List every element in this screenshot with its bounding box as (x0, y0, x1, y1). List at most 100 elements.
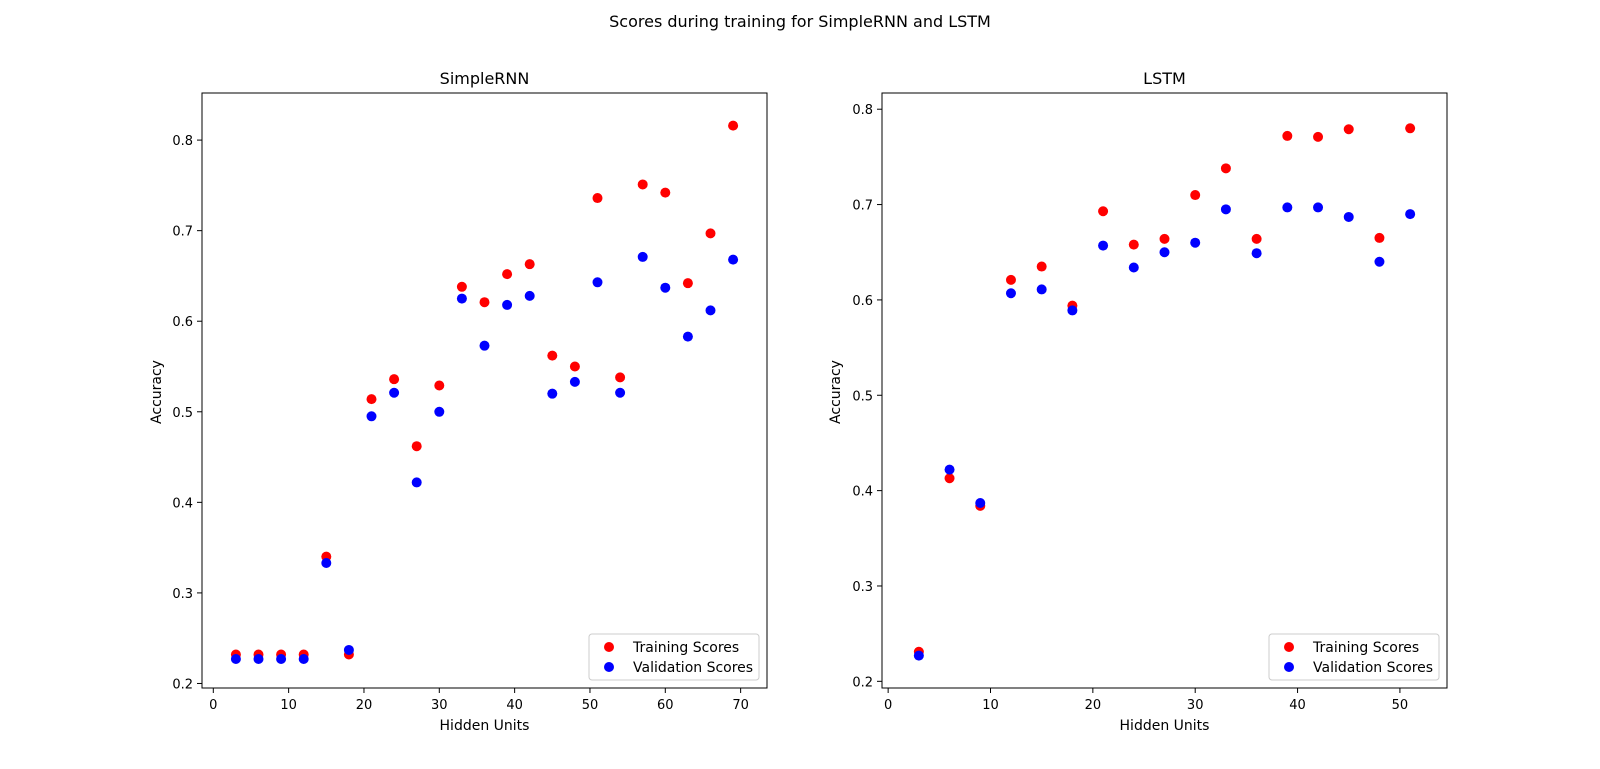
axis-ticks: 0 10 20 30 40 50 60 70 0.2 0.3 0.4 0.5 0.6 0.7 0.8 (172, 134, 749, 713)
x-axis-label: Hidden Units (1120, 718, 1210, 734)
training-score-point (660, 187, 671, 198)
validation-score-point (1036, 284, 1047, 295)
legend-label-training: Training Scores (632, 640, 739, 656)
x-tick-label: 30 (1187, 698, 1204, 713)
training-score-point (592, 193, 603, 204)
axis-ticks: 0 10 20 30 40 50 0.2 0.3 0.4 0.5 0.6 0.7 0.8 (852, 103, 1408, 713)
validation-score-point (592, 277, 603, 288)
y-tick-label: 0.8 (172, 134, 193, 149)
training-score-point (366, 394, 377, 405)
validation-score-point (1067, 305, 1078, 316)
training-score-point (1343, 124, 1354, 135)
training-score-point (1374, 232, 1385, 243)
training-score-point (705, 228, 716, 239)
validation-score-point (547, 388, 558, 399)
data-points (913, 123, 1416, 661)
training-score-point (389, 374, 400, 385)
panel-title: SimpleRNN (440, 69, 530, 88)
legend-marker-training (1284, 642, 1294, 652)
x-axis-label: Hidden Units (440, 718, 530, 734)
y-tick-label: 0.8 (852, 103, 873, 118)
validation-score-point (569, 376, 580, 387)
legend-box (1268, 633, 1440, 681)
validation-score-point (276, 654, 287, 665)
validation-score-point (456, 293, 467, 304)
x-tick-label: 40 (1289, 698, 1306, 713)
legend: Training Scores Validation Scores (1268, 633, 1440, 681)
validation-score-point (1282, 202, 1293, 213)
training-score-point (1405, 123, 1416, 134)
y-tick-label: 0.6 (172, 315, 193, 330)
y-axis-label: Accuracy (149, 360, 165, 424)
simplernn-panel: SimpleRNN Hidden Units Accuracy 0 10 20 30 4… (149, 69, 768, 734)
training-score-point (547, 350, 558, 361)
x-tick-label: 60 (657, 698, 674, 713)
validation-score-point (1374, 256, 1385, 267)
y-tick-label: 0.7 (852, 199, 873, 214)
validation-score-point (389, 387, 400, 398)
validation-score-point (1190, 237, 1201, 248)
validation-score-point (343, 644, 354, 655)
x-tick-label: 40 (506, 698, 523, 713)
training-score-point (1282, 130, 1293, 141)
plot-frame (881, 92, 1448, 689)
validation-score-point (502, 299, 513, 310)
training-score-point (479, 297, 490, 308)
y-tick-label: 0.4 (852, 485, 873, 500)
validation-score-point (366, 411, 377, 422)
legend: Training Scores Validation Scores (588, 633, 760, 681)
y-tick-label: 0.3 (172, 587, 193, 602)
validation-score-point (1159, 247, 1170, 258)
x-tick-label: 20 (356, 698, 373, 713)
training-score-point (728, 120, 739, 131)
legend-marker-training (604, 642, 614, 652)
validation-score-point (660, 282, 671, 293)
y-tick-label: 0.2 (852, 675, 873, 690)
legend-label-validation: Validation Scores (1313, 660, 1433, 676)
x-tick-label: 50 (1392, 698, 1409, 713)
validation-score-point (975, 498, 986, 509)
validation-score-point (705, 305, 716, 316)
training-score-point (456, 281, 467, 292)
legend-label-training: Training Scores (1312, 640, 1419, 656)
y-tick-label: 0.3 (852, 580, 873, 595)
training-score-point (434, 380, 445, 391)
validation-score-point (913, 650, 924, 661)
y-tick-label: 0.6 (852, 294, 873, 309)
validation-score-point (298, 654, 309, 665)
data-points (230, 120, 739, 665)
legend-marker-validation (604, 662, 614, 672)
training-score-point (1251, 233, 1262, 244)
validation-score-point (682, 331, 693, 342)
y-tick-label: 0.5 (172, 406, 193, 421)
validation-score-point (728, 254, 739, 265)
legend-marker-validation (1284, 662, 1294, 672)
x-tick-label: 10 (982, 698, 999, 713)
legend-box (588, 633, 760, 681)
training-score-point (569, 361, 580, 372)
validation-score-point (1343, 211, 1354, 222)
training-score-point (1159, 233, 1170, 244)
training-score-point (502, 269, 513, 280)
validation-score-point (321, 558, 332, 569)
validation-score-point (1251, 248, 1262, 259)
x-tick-label: 70 (732, 698, 749, 713)
validation-score-point (479, 340, 490, 351)
y-tick-label: 0.5 (852, 389, 873, 404)
validation-score-point (253, 654, 264, 665)
validation-score-point (1220, 204, 1231, 215)
x-tick-label: 0 (209, 698, 217, 713)
training-score-point (1220, 163, 1231, 174)
training-score-point (1036, 261, 1047, 272)
validation-score-point (230, 654, 241, 665)
x-tick-label: 10 (280, 698, 297, 713)
y-tick-label: 0.4 (172, 496, 193, 511)
training-score-point (637, 179, 648, 190)
validation-score-point (411, 477, 422, 488)
panel-title: LSTM (1143, 69, 1186, 88)
x-tick-label: 50 (582, 698, 599, 713)
validation-score-point (1313, 202, 1324, 213)
training-score-point (944, 473, 955, 484)
plot-frame (201, 92, 768, 689)
